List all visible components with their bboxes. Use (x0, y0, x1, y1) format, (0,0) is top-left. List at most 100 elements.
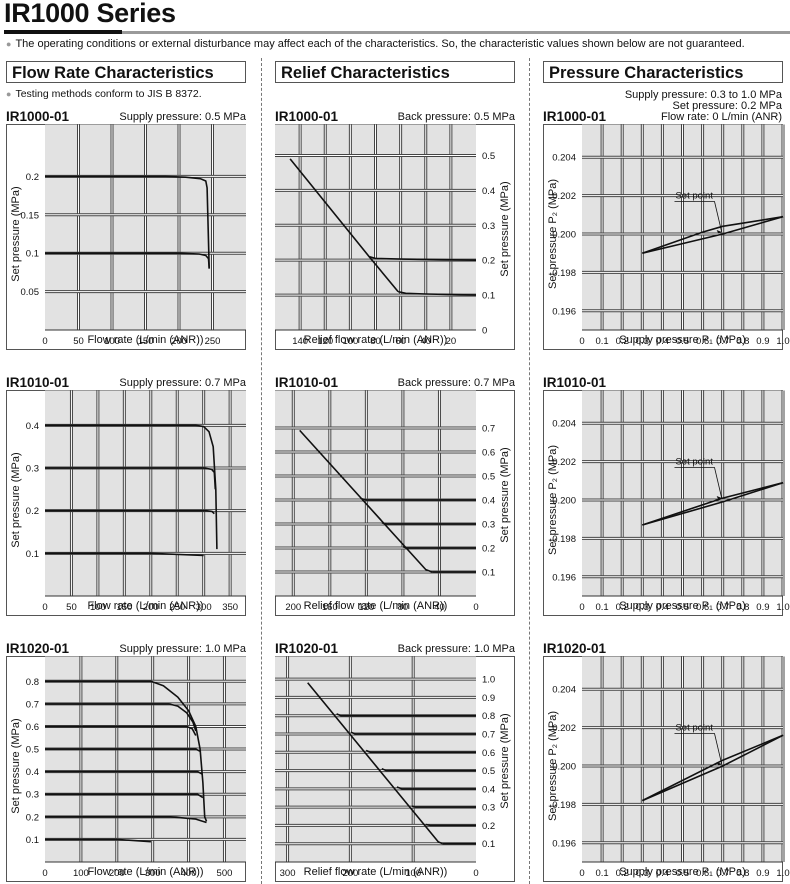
y-tick-label: 0.4 (482, 496, 495, 507)
series-line-0-2-mpa (45, 509, 215, 515)
series-line-0-5-mpa (381, 767, 476, 772)
y-tick-label: 0.8 (482, 711, 495, 722)
y-tick-label: 0.198 (552, 800, 576, 811)
x-tick-label: 0.3 (636, 602, 649, 613)
y-tick-label: 0.6 (26, 722, 39, 733)
y-tick-label: 0.6 (482, 748, 495, 759)
y-tick-label: 0.8 (26, 677, 39, 688)
x-tick-label: 0.3 (636, 336, 649, 347)
x-tick-label: 80 (370, 336, 381, 347)
series-line-0-7-mpa (350, 731, 476, 735)
condition-set: Set pressure: 0.2 MPa (672, 100, 782, 112)
series-line-0-6-mpa (365, 749, 476, 754)
x-tick-label: 0 (579, 336, 584, 347)
x-tick-label: 300 (145, 868, 161, 879)
y-tick-label: 0.202 (552, 723, 576, 734)
x-tick-label: 1.0 (776, 868, 789, 879)
set-point-leader (714, 467, 723, 499)
series-line-0-3-mpa (381, 522, 476, 525)
series-line-0-7-mpa (45, 703, 197, 732)
x-tick-label: 50 (66, 602, 77, 613)
x-tick-label: 0.4 (656, 336, 669, 347)
x-tick-label: 0 (473, 868, 478, 879)
x-tick-label: 0.7 (716, 602, 729, 613)
x-tick-label: 350 (222, 602, 238, 613)
disclaimer-text: The operating conditions or external dis… (15, 38, 745, 50)
y-tick-label: 0.05 (21, 287, 40, 298)
set-point-label: Set point (675, 190, 713, 201)
x-tick-label: 300 (280, 868, 296, 879)
bullet-icon: ● (6, 89, 12, 99)
x-tick-label: 100 (405, 868, 421, 879)
x-axis-label: Flow rate (L/min (ANR)) (87, 334, 203, 346)
x-tick-label: 0.7 (716, 336, 729, 347)
y-tick-label: 0.1 (26, 835, 39, 846)
x-tick-label: 0 (42, 602, 47, 613)
disclaimer-note: ● The operating conditions or external di… (6, 38, 745, 50)
series-line-falling (641, 734, 784, 802)
x-axis-label: Flow rate (L/min (ANR)) (87, 600, 203, 612)
series-line-0-1-mpa (397, 290, 477, 296)
x-tick-label: 0 (42, 336, 47, 347)
series-line-0-2-mpa (45, 816, 207, 824)
condition-supply: Supply pressure: 0.3 to 1.0 MPa (624, 89, 782, 101)
section-heading-pressure: Pressure Characteristics (543, 61, 783, 83)
condition-flow: Flow rate: 0 L/min (ANR) (660, 111, 782, 123)
y-tick-label: 0.204 (552, 685, 576, 696)
chart-relief-ir1010: 200 160 120 80 40 0 0.1 0.2 0.3 0.4 0.5 0.6 0.7 Set p… (275, 390, 515, 616)
y-tick-label: 0.7 (482, 730, 495, 741)
pressure-conditions: Supply pressure: 0.3 to 1.0 MPa Set pres… (625, 90, 782, 123)
y-axis-label: Set pressure P₂ (MPa) (547, 445, 559, 555)
chart-pressure-ir1010: 0 0.1 0.2 0.3 0.4 0.5 0.6 0.7 0.8 0.9 1.0 0.196 0.19… (543, 390, 790, 616)
series-line-0-3-mpa (45, 793, 204, 799)
set-point-label: Set point (675, 456, 713, 467)
chart-model-label: IR1000-01 (6, 109, 70, 124)
y-tick-label: 0.4 (482, 784, 495, 795)
x-tick-label: 400 (181, 868, 197, 879)
series-line-0-4-mpa (361, 498, 476, 501)
x-tick-label: 0.9 (756, 868, 769, 879)
x-axis-label: Relief flow rate (L/min (ANR)) (304, 600, 448, 612)
series-line-0-2-mpa (45, 175, 210, 269)
x-tick-label: 0.2 (616, 602, 629, 613)
y-tick-label: 0.1 (26, 249, 39, 260)
y-tick-label: 0.3 (26, 790, 39, 801)
y-tick-label: 0.204 (552, 419, 576, 430)
y-tick-label: 0.5 (482, 151, 495, 162)
x-tick-label: 150 (116, 602, 132, 613)
set-point-leader (714, 733, 723, 765)
x-axis-label: Supply pressure P₁ (MPa) (619, 600, 746, 612)
y-tick-label: 0.15 (21, 210, 40, 221)
y-tick-label: 0.4 (26, 767, 39, 778)
x-tick-label: 0.8 (736, 336, 749, 347)
y-tick-label: 0.2 (482, 544, 495, 555)
series-line-0-1-mpa (45, 838, 151, 843)
y-tick-label: 0.2 (26, 172, 39, 183)
x-tick-label: 0.3 (636, 868, 649, 879)
y-tick-label: 0.2 (482, 256, 495, 267)
y-tick-label: 0.5 (482, 472, 495, 483)
x-tick-label: 500 (217, 868, 233, 879)
y-tick-label: 0.200 (552, 762, 576, 773)
x-tick-label: 40 (420, 336, 431, 347)
plot-area (45, 656, 246, 862)
chart-model-label: IR1020-01 (275, 641, 339, 656)
x-tick-label: 200 (342, 868, 358, 879)
x-tick-label: 40 (434, 602, 445, 613)
x-tick-label: 0.6 (696, 336, 709, 347)
x-tick-label: 20 (446, 336, 457, 347)
series-line-main (299, 429, 433, 573)
series-line-0-4-mpa (45, 424, 218, 550)
series-line-0-8-mpa (336, 713, 476, 717)
x-tick-label: 0.1 (595, 336, 608, 347)
x-tick-label: 0.5 (676, 868, 689, 879)
x-tick-label: 200 (285, 602, 301, 613)
y-tick-label: 0.204 (552, 153, 576, 164)
chart-flow-ir1020: 0 100 200 300 400 500 0.1 0.2 0.3 0.4 0.5 0.6 0.7 0.8… (6, 656, 246, 882)
x-tick-label: 0 (473, 602, 478, 613)
column-divider (529, 58, 530, 884)
y-tick-label: 1.0 (482, 675, 495, 686)
chart-condition: Back pressure: 0.7 MPa (397, 377, 515, 389)
x-tick-label: 200 (109, 868, 125, 879)
set-point-arrow-icon (716, 762, 722, 766)
